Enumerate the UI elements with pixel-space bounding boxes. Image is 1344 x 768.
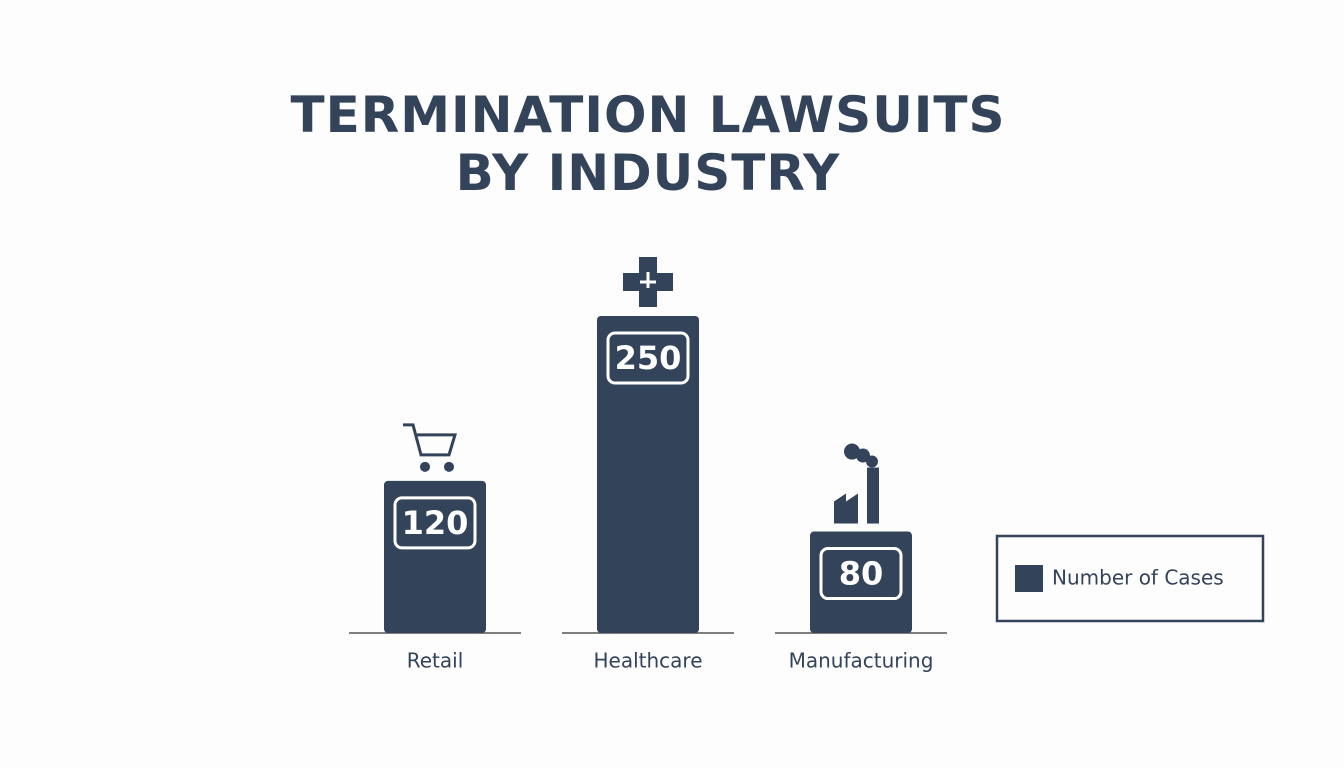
legend-swatch xyxy=(1015,565,1043,592)
medical-cross-inner xyxy=(640,272,656,288)
chart-title: TERMINATION LAWSUITS BY INDUSTRY xyxy=(290,86,1006,202)
cart-icon xyxy=(403,423,458,472)
bar xyxy=(810,531,912,633)
cart-outline xyxy=(403,423,458,457)
cart-wheel xyxy=(420,461,430,472)
legend-box xyxy=(995,534,1265,623)
value-label-box xyxy=(819,547,903,601)
value-label: 250 xyxy=(615,339,682,377)
factory-chimney xyxy=(867,467,879,524)
smoke xyxy=(866,455,878,468)
smoke xyxy=(856,448,870,463)
value-label: 80 xyxy=(839,555,884,593)
value-label: 120 xyxy=(402,504,469,542)
x-tick-label: Healthcare xyxy=(593,649,702,673)
value-label-box xyxy=(393,496,477,550)
value-label-box xyxy=(606,331,690,385)
x-tick-label: Manufacturing xyxy=(789,649,934,673)
bar xyxy=(384,480,486,633)
legend-label: Number of Cases xyxy=(1052,566,1224,590)
x-tick-label: Retail xyxy=(407,649,464,673)
legend: Number of Cases xyxy=(995,534,1265,623)
cart-wheel xyxy=(444,461,454,472)
factory-icon xyxy=(834,443,879,524)
factory-body xyxy=(834,493,858,524)
bar xyxy=(597,316,699,633)
